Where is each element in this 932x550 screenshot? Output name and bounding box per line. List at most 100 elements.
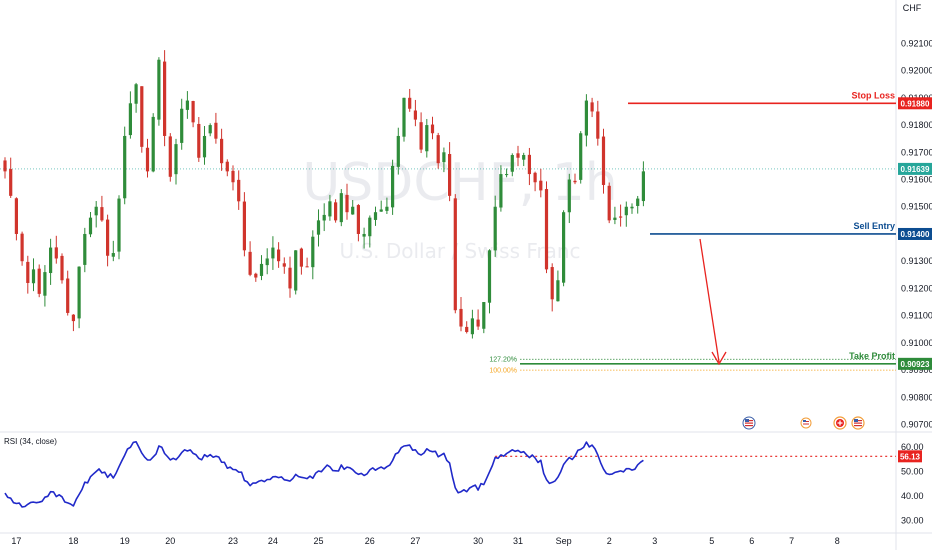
projection-arrow[interactable] — [699, 238, 727, 366]
currency-label[interactable]: CHF — [903, 3, 922, 13]
candle-body — [419, 122, 423, 150]
candle-body — [539, 180, 543, 191]
candle-body — [368, 217, 372, 237]
us-flag-event-icon[interactable] — [800, 417, 812, 429]
candle-body — [596, 111, 600, 139]
price-tick-label: 0.91100 — [901, 311, 932, 321]
candle-body — [100, 207, 104, 221]
time-tick-label: 8 — [835, 536, 840, 546]
candle-body — [259, 263, 264, 276]
candle-body — [345, 194, 349, 213]
candle-body — [425, 125, 429, 152]
price-tick-label: 0.90800 — [901, 392, 932, 402]
candle-body — [3, 160, 7, 172]
price-tick-label: 0.91200 — [901, 283, 932, 293]
candle-body — [60, 255, 64, 281]
candle-body — [123, 135, 127, 199]
candle-body — [26, 261, 30, 283]
candle-body — [476, 319, 480, 327]
candle-body — [151, 116, 155, 172]
candle-body — [202, 135, 207, 158]
level-badge — [898, 227, 932, 240]
candle-body — [430, 124, 435, 134]
candle-body — [31, 269, 36, 284]
candle-body — [328, 201, 332, 217]
candle-body — [556, 280, 560, 302]
candle-body — [636, 198, 640, 206]
candle-body — [163, 61, 167, 136]
candle-body — [385, 206, 389, 211]
event-icons[interactable] — [742, 416, 865, 430]
candle-body — [339, 193, 343, 223]
candle-body — [544, 189, 549, 270]
time-tick-label: 26 — [365, 536, 375, 546]
candle-body — [408, 97, 412, 109]
rsi-line — [4, 441, 644, 508]
candle-body — [413, 110, 417, 120]
candle-body — [88, 217, 93, 235]
us-flag-event-icon[interactable] — [851, 416, 865, 430]
time-tick-label: 23 — [228, 536, 238, 546]
candle-body — [237, 179, 241, 202]
candle-body — [459, 308, 463, 327]
current-price-badge — [898, 162, 932, 175]
candle-body — [527, 154, 531, 175]
candle-body — [231, 170, 235, 183]
candle-body — [145, 147, 150, 172]
price-tick-label: 0.92100 — [901, 38, 932, 48]
time-tick-label: Sep — [556, 536, 572, 546]
candle-body — [579, 133, 583, 180]
candle-body — [106, 219, 110, 256]
candle-body — [493, 206, 497, 251]
candle-body — [448, 154, 452, 196]
price-tick-label: 0.91500 — [901, 202, 932, 212]
time-tick-label: 5 — [709, 536, 714, 546]
level-badge — [898, 357, 932, 370]
trade-levels[interactable]: Stop Loss 0.91880 Sell Entry 0.91400 Take Pr… — [520, 90, 932, 370]
candle-body — [613, 217, 617, 220]
time-tick-label: 18 — [68, 536, 78, 546]
candle-body — [550, 267, 554, 300]
candle-body — [601, 136, 606, 185]
candle-body — [9, 169, 13, 196]
fib-level-label: 100.00% — [489, 368, 517, 375]
red-event-icon[interactable] — [833, 416, 847, 430]
time-axis[interactable]: 17 18 19 20 23 24 25 26 27 30 31 Sep 2 3 5 6 7 8 — [11, 536, 839, 546]
symbol-watermark-subtitle: U.S. Dollar / Swiss Franc — [339, 239, 580, 263]
candle-body — [265, 258, 269, 266]
level-badge — [898, 97, 932, 110]
rsi-axis[interactable]: 60.00 50.00 40.00 30.00 — [901, 442, 924, 526]
candle-body — [180, 108, 184, 143]
price-tick-label: 0.91000 — [901, 338, 932, 348]
candle-body — [254, 273, 258, 278]
candle-body — [140, 86, 144, 147]
time-tick-label: 3 — [652, 536, 657, 546]
candle-body — [641, 171, 645, 202]
candle-body — [14, 198, 18, 234]
candle-body — [111, 253, 115, 257]
level-badge-value: 0.91880 — [901, 99, 930, 108]
candle-body — [516, 153, 520, 158]
candle-body — [197, 123, 201, 158]
candle-body — [316, 220, 321, 235]
time-tick-label: 31 — [513, 536, 523, 546]
time-tick-label: 2 — [607, 536, 612, 546]
candle-body — [396, 135, 400, 167]
candle-body — [20, 233, 24, 262]
candle-body — [482, 302, 486, 329]
candle-body — [66, 278, 70, 313]
us-flag-event-icon[interactable] — [742, 416, 756, 430]
candle-body — [391, 165, 395, 208]
candle-body — [334, 202, 338, 221]
rsi-tick-label: 50.00 — [901, 466, 924, 476]
rsi-title[interactable]: RSI (34, close) — [4, 437, 57, 446]
candle-body — [168, 136, 172, 177]
level-badge-value: 0.91400 — [901, 230, 930, 239]
candle-body — [294, 250, 298, 291]
candle-body — [522, 155, 526, 160]
level-label: Stop Loss — [851, 90, 895, 100]
candle-body — [220, 138, 224, 164]
candle-body — [54, 247, 58, 259]
fib-extension[interactable]: 127.20% 100.00% — [489, 357, 896, 375]
